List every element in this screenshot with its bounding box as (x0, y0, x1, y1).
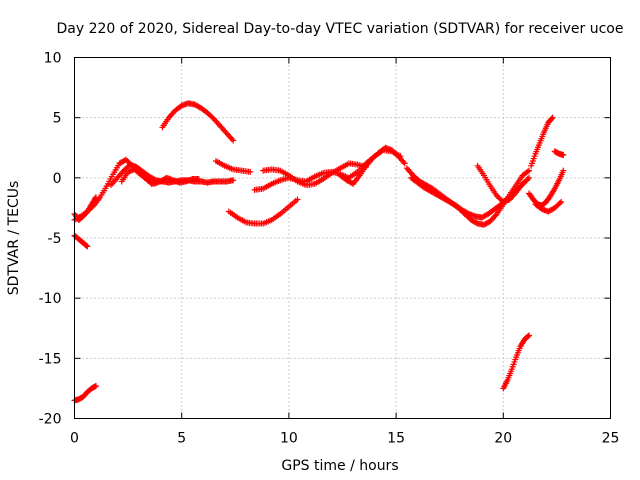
series-arc-c (71, 232, 91, 250)
data-point (524, 168, 531, 175)
data-point (549, 114, 556, 121)
series-arc-g (159, 100, 237, 144)
plot-frame (74, 57, 611, 419)
x-tick-label: 10 (280, 431, 298, 447)
x-tick-label: 15 (387, 431, 405, 447)
series-arc-q (526, 167, 567, 209)
data-point (247, 168, 254, 175)
series-arc-d (71, 383, 99, 404)
series-arc-i (225, 196, 301, 227)
data-point (195, 176, 202, 183)
x-tick-label: 25 (602, 431, 620, 447)
data-point (84, 243, 91, 250)
y-tick-label: -5 (48, 231, 62, 247)
data-point (92, 194, 99, 201)
series-arc-o (474, 162, 533, 205)
data-point (526, 174, 533, 181)
y-tick-label: 10 (44, 51, 62, 67)
series-arc-b (71, 194, 99, 223)
y-tick-label: 0 (53, 171, 62, 187)
x-tick-label: 5 (177, 431, 186, 447)
data-point (92, 383, 99, 390)
series-arc-r (528, 114, 556, 169)
data-point (83, 242, 90, 249)
y-tick-label: -20 (39, 412, 62, 428)
data-points (71, 100, 567, 404)
data-point (560, 167, 567, 174)
y-axis-label: SDTVAR / TECUs (6, 181, 22, 296)
data-point (558, 198, 565, 205)
series-arc-f (118, 166, 202, 187)
grid-lines (74, 57, 611, 419)
x-tick-labels: 0 5 10 15 20 25 (70, 431, 619, 447)
data-point (294, 196, 301, 203)
y-tick-label: -10 (39, 291, 62, 307)
data-point (526, 167, 533, 174)
series-arc-k (260, 160, 370, 189)
data-point (525, 333, 532, 340)
y-tick-labels: -20 -15 -10 -5 0 5 10 (39, 51, 62, 428)
data-point (548, 115, 555, 122)
data-point (401, 160, 408, 167)
series-arc-l (337, 144, 408, 187)
series-arc-p (500, 332, 533, 392)
y-tick-label: -15 (39, 351, 62, 367)
series-arc-t (551, 148, 567, 158)
chart-title: Day 220 of 2020, Sidereal Day-to-day VTE… (57, 21, 624, 37)
x-tick-label: 20 (494, 431, 512, 447)
data-point (556, 200, 563, 207)
series-arc-s (532, 198, 565, 215)
data-point (560, 151, 567, 158)
series-arc-h (213, 157, 254, 175)
data-point (524, 176, 531, 183)
x-axis-label: GPS time / hours (281, 458, 398, 474)
data-point (526, 332, 533, 339)
x-tick-label: 0 (70, 431, 79, 447)
y-tick-label: 5 (53, 111, 62, 127)
data-point (230, 177, 237, 184)
data-point (230, 137, 237, 144)
